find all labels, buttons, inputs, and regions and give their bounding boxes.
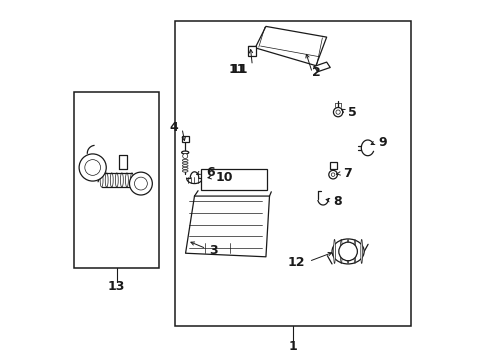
Text: 11: 11 xyxy=(230,63,247,76)
Bar xyxy=(181,136,188,143)
Circle shape xyxy=(338,242,357,261)
Text: 11: 11 xyxy=(228,63,245,76)
Ellipse shape xyxy=(100,173,103,187)
Text: 6: 6 xyxy=(205,166,214,179)
Polygon shape xyxy=(119,155,127,169)
Text: 10: 10 xyxy=(216,171,233,184)
Text: 12: 12 xyxy=(287,256,305,269)
Circle shape xyxy=(335,110,340,114)
Ellipse shape xyxy=(125,173,128,187)
Circle shape xyxy=(331,173,334,176)
Bar xyxy=(74,93,159,267)
Circle shape xyxy=(84,159,101,175)
Ellipse shape xyxy=(130,173,133,187)
Polygon shape xyxy=(185,196,269,257)
Circle shape xyxy=(183,154,187,158)
Text: 5: 5 xyxy=(347,105,356,119)
Ellipse shape xyxy=(182,170,188,172)
Ellipse shape xyxy=(110,173,113,187)
Text: 1: 1 xyxy=(288,339,297,352)
Bar xyxy=(329,162,336,168)
Bar xyxy=(201,168,266,190)
Ellipse shape xyxy=(353,239,355,264)
Circle shape xyxy=(79,154,106,181)
Text: 8: 8 xyxy=(332,195,341,208)
Circle shape xyxy=(333,108,342,117)
Ellipse shape xyxy=(115,173,118,187)
Polygon shape xyxy=(255,26,326,66)
Ellipse shape xyxy=(182,167,188,170)
Ellipse shape xyxy=(360,239,362,264)
Polygon shape xyxy=(313,62,329,72)
Ellipse shape xyxy=(333,239,335,264)
Text: 7: 7 xyxy=(342,167,351,180)
Ellipse shape xyxy=(105,173,108,187)
Text: 13: 13 xyxy=(108,280,125,293)
Ellipse shape xyxy=(181,151,188,154)
Text: 2: 2 xyxy=(312,66,321,79)
Ellipse shape xyxy=(182,159,188,161)
Circle shape xyxy=(134,177,147,190)
Ellipse shape xyxy=(331,239,364,264)
Text: 4: 4 xyxy=(169,121,178,134)
Circle shape xyxy=(328,170,337,179)
Bar xyxy=(175,21,410,327)
Circle shape xyxy=(129,172,152,195)
Ellipse shape xyxy=(182,165,188,167)
Text: 9: 9 xyxy=(377,136,386,149)
Text: 3: 3 xyxy=(208,243,217,257)
Ellipse shape xyxy=(182,162,188,164)
Bar xyxy=(247,46,255,56)
Ellipse shape xyxy=(340,239,342,264)
Ellipse shape xyxy=(120,173,123,187)
Ellipse shape xyxy=(346,239,348,264)
